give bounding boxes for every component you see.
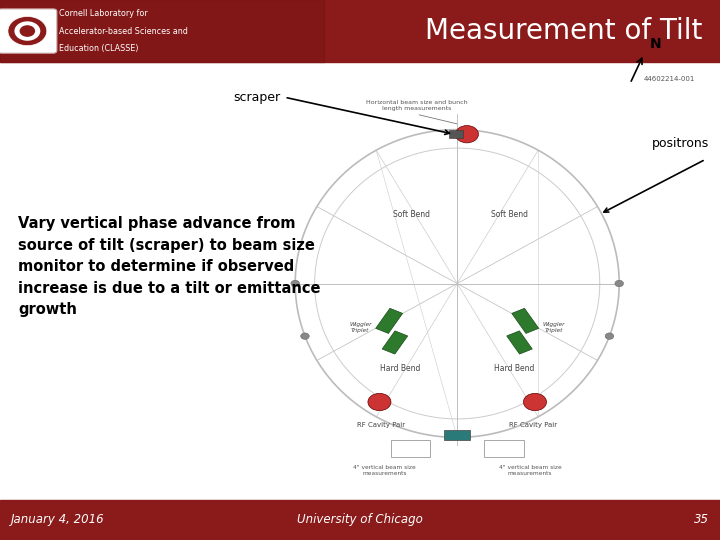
Text: Wiggler
Triplet: Wiggler Triplet xyxy=(543,322,565,333)
Circle shape xyxy=(455,126,478,143)
Text: positrons: positrons xyxy=(652,137,709,150)
Bar xyxy=(484,441,524,457)
Circle shape xyxy=(8,16,47,45)
Text: 4" vertical beam size
measurements: 4" vertical beam size measurements xyxy=(499,465,562,476)
Circle shape xyxy=(523,393,546,410)
Circle shape xyxy=(14,22,40,40)
Text: Soft Bend: Soft Bend xyxy=(393,210,431,219)
Circle shape xyxy=(291,280,300,287)
Text: Hard Bend: Hard Bend xyxy=(380,363,420,373)
Text: Vary vertical phase advance from
source of tilt (scraper) to beam size
monitor t: Vary vertical phase advance from source … xyxy=(18,216,320,318)
Circle shape xyxy=(301,333,310,339)
Bar xyxy=(449,131,464,138)
Bar xyxy=(391,441,431,457)
Bar xyxy=(0,0,324,62)
Bar xyxy=(0,500,720,540)
Text: Soft Bend: Soft Bend xyxy=(490,210,528,219)
Text: University of Chicago: University of Chicago xyxy=(297,513,423,526)
Polygon shape xyxy=(512,308,539,333)
Polygon shape xyxy=(382,331,408,354)
Text: Measurement of Tilt: Measurement of Tilt xyxy=(425,17,702,45)
Circle shape xyxy=(19,25,35,37)
Polygon shape xyxy=(507,331,532,354)
Bar xyxy=(444,430,470,440)
Text: January 4, 2016: January 4, 2016 xyxy=(11,513,104,526)
Text: Cornell Laboratory for: Cornell Laboratory for xyxy=(59,9,148,18)
Polygon shape xyxy=(376,308,402,333)
Text: Accelerator-based Sciences and: Accelerator-based Sciences and xyxy=(59,26,188,36)
Text: scraper: scraper xyxy=(234,91,281,104)
Text: RF Cavity Pair: RF Cavity Pair xyxy=(509,422,557,428)
Text: 4" vertical beam size
measurements: 4" vertical beam size measurements xyxy=(353,465,415,476)
Text: Hard Bend: Hard Bend xyxy=(494,363,534,373)
Text: N: N xyxy=(649,37,661,51)
Text: 44602214-001: 44602214-001 xyxy=(644,76,695,82)
Text: Wiggler
Triplet: Wiggler Triplet xyxy=(349,322,372,333)
Text: Horizontal beam size and bunch
length measurements: Horizontal beam size and bunch length me… xyxy=(366,100,467,111)
Text: RF Cavity Pair: RF Cavity Pair xyxy=(357,422,405,428)
Circle shape xyxy=(368,393,391,410)
Bar xyxy=(0,0,720,62)
Text: 35: 35 xyxy=(694,513,709,526)
FancyBboxPatch shape xyxy=(0,9,57,53)
Circle shape xyxy=(605,333,613,339)
Text: Education (CLASSE): Education (CLASSE) xyxy=(59,44,138,53)
Circle shape xyxy=(615,280,624,287)
